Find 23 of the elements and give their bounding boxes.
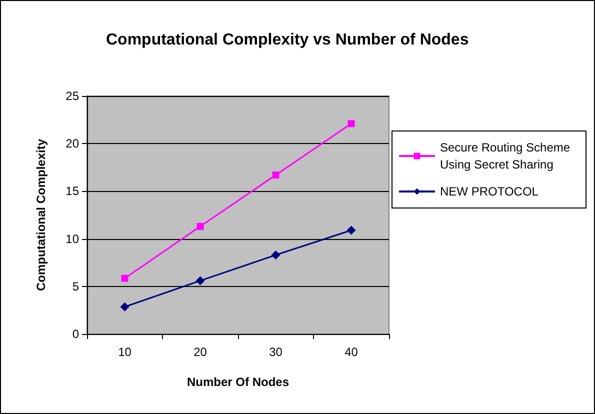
y-axis-title: Computational Complexity bbox=[34, 138, 48, 292]
point bbox=[271, 250, 280, 260]
legend-label: NEW PROTOCOL bbox=[440, 184, 539, 198]
point bbox=[272, 172, 280, 179]
x-tick-label: 20 bbox=[194, 345, 208, 359]
y-tick-label: 15 bbox=[66, 184, 80, 198]
x-tick-label: 40 bbox=[344, 345, 358, 359]
x-tick-label: 30 bbox=[269, 345, 283, 359]
point bbox=[196, 276, 205, 286]
x-tick-label: 10 bbox=[118, 345, 132, 359]
chart-title: Computational Complexity vs Number of Nodes bbox=[106, 32, 469, 48]
y-tick-label: 0 bbox=[72, 327, 80, 341]
point bbox=[196, 222, 204, 230]
x-axis-title: Number Of Nodes bbox=[186, 375, 290, 389]
y-tick-label: 10 bbox=[66, 232, 80, 246]
point bbox=[120, 302, 130, 312]
point bbox=[121, 274, 128, 282]
y-tick-label: 25 bbox=[66, 89, 80, 103]
y-tick-label: 20 bbox=[66, 136, 80, 151]
point bbox=[348, 120, 355, 128]
legend-label: Secure Routing Scheme Using Secret Sharing bbox=[440, 140, 574, 172]
y-tick-label: 5 bbox=[72, 279, 80, 294]
point bbox=[346, 226, 356, 235]
